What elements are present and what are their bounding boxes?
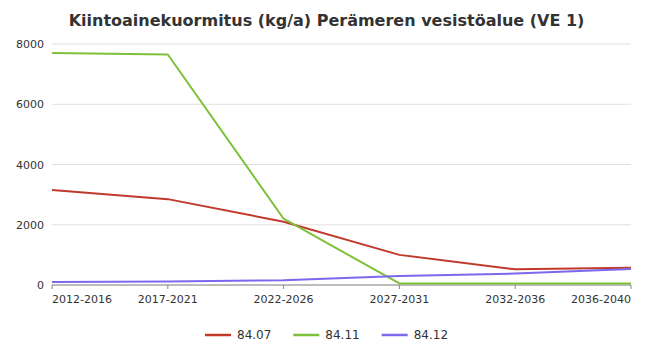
legend-item: 84.12 bbox=[382, 328, 448, 342]
legend-item: 84.11 bbox=[293, 328, 359, 342]
y-tick-label: 0 bbox=[37, 279, 44, 292]
x-tick-label: 2036-2040 bbox=[571, 293, 631, 306]
y-tick-label: 4000 bbox=[16, 159, 44, 172]
grid-line bbox=[52, 224, 631, 225]
x-axis: 2012-2016 2017-2021 2022-2026 2027-2031 2032… bbox=[52, 285, 631, 306]
x-tick bbox=[399, 285, 400, 289]
x-tick bbox=[52, 285, 53, 289]
y-tick-label: 2000 bbox=[16, 219, 44, 232]
x-tick bbox=[167, 285, 168, 289]
y-tick-label: 8000 bbox=[16, 38, 44, 51]
legend-swatch bbox=[382, 334, 408, 337]
chart: Kiintoainekuormitus (kg/a) Perämeren ves… bbox=[0, 0, 653, 363]
legend-swatch bbox=[293, 334, 319, 337]
y-tick-label: 6000 bbox=[16, 98, 44, 111]
grid-line bbox=[52, 285, 631, 286]
legend-swatch bbox=[205, 334, 231, 337]
x-tick bbox=[631, 285, 632, 289]
x-tick bbox=[515, 285, 516, 289]
x-tick-label: 2027-2031 bbox=[369, 293, 429, 306]
legend-label: 84.12 bbox=[414, 328, 448, 342]
chart-container: Kiintoainekuormitus (kg/a) Perämeren ves… bbox=[0, 0, 653, 363]
series-lines bbox=[52, 53, 631, 283]
x-tick-label: 2032-2036 bbox=[485, 293, 545, 306]
x-tick-label: 2012-2016 bbox=[52, 293, 112, 306]
legend: 84.07 84.11 84.12 bbox=[205, 328, 448, 342]
legend-label: 84.11 bbox=[325, 328, 359, 342]
grid-line bbox=[52, 44, 631, 45]
title: Kiintoainekuormitus (kg/a) Perämeren ves… bbox=[69, 11, 585, 30]
x-tick bbox=[283, 285, 284, 289]
x-axis-line bbox=[52, 285, 631, 286]
x-tick-label: 2017-2021 bbox=[138, 293, 198, 306]
y-axis: 0 2000 4000 6000 8000 bbox=[16, 38, 44, 292]
grid-line bbox=[52, 164, 631, 165]
legend-item: 84.07 bbox=[205, 328, 271, 342]
series-line bbox=[52, 269, 631, 282]
grid bbox=[52, 44, 631, 285]
legend-label: 84.07 bbox=[237, 328, 271, 342]
series-line bbox=[52, 190, 631, 269]
x-tick-label: 2022-2026 bbox=[254, 293, 314, 306]
series-line bbox=[52, 53, 631, 283]
grid-line bbox=[52, 104, 631, 105]
